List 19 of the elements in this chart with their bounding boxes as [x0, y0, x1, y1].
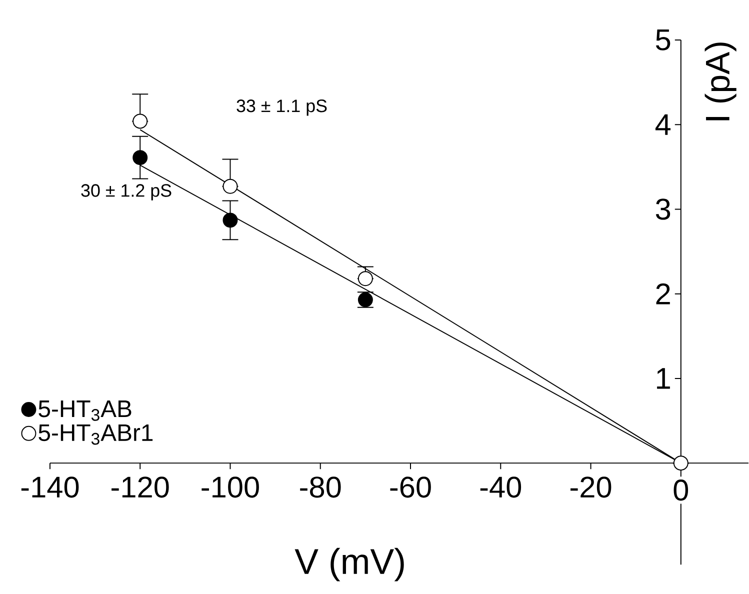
y-tick-label: 3 [656, 198, 670, 220]
x-tick-label: -60 [390, 476, 431, 498]
annotation: 33 ± 1.1 pS [236, 100, 327, 116]
x-tick-label: -80 [300, 476, 341, 498]
annotation: 30 ± 1.2 pS [81, 184, 172, 201]
x-tick-label: -40 [480, 476, 522, 498]
x-tick-label: -140 [21, 476, 79, 498]
legend-label: 5-HT$_{3}$AB [38, 400, 132, 422]
y-tick-label: 4 [655, 114, 671, 136]
x-tick-label: 0 [674, 480, 688, 501]
y-tick-label: 2 [656, 284, 670, 304]
x-axis-title: V (mV) [294, 548, 404, 582]
x-tick-label: -100 [202, 476, 259, 498]
x-tick-label: -20 [570, 476, 612, 498]
y-tick-label: 5 [656, 30, 670, 51]
legend-label: 5-HT$_{3}$ABr1 [38, 424, 153, 445]
y-axis-title: I (pA) [704, 42, 736, 120]
y-tick-label: 1 [657, 368, 670, 389]
x-tick-label: -120 [112, 476, 169, 498]
